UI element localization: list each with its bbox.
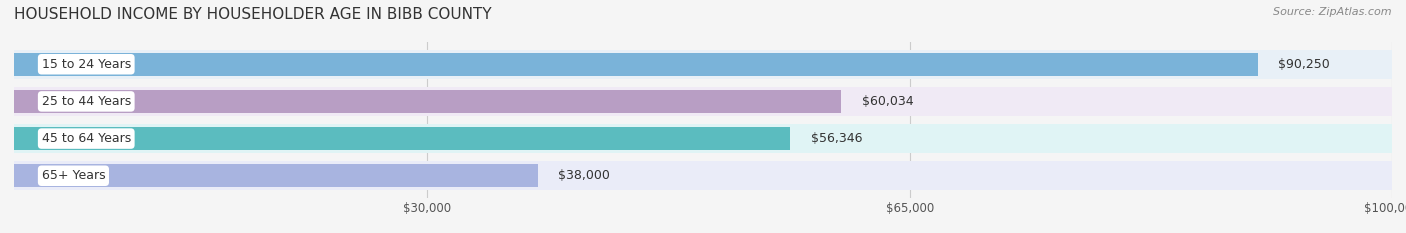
Text: $38,000: $38,000 <box>558 169 610 182</box>
Text: HOUSEHOLD INCOME BY HOUSEHOLDER AGE IN BIBB COUNTY: HOUSEHOLD INCOME BY HOUSEHOLDER AGE IN B… <box>14 7 492 22</box>
Bar <box>14 53 1257 76</box>
Bar <box>14 161 1392 190</box>
Text: $56,346: $56,346 <box>811 132 863 145</box>
Bar <box>14 87 1392 116</box>
Text: 45 to 64 Years: 45 to 64 Years <box>42 132 131 145</box>
Text: $60,034: $60,034 <box>862 95 914 108</box>
Bar <box>14 124 1392 153</box>
Text: Source: ZipAtlas.com: Source: ZipAtlas.com <box>1274 7 1392 17</box>
Bar <box>14 50 1392 79</box>
Text: 15 to 24 Years: 15 to 24 Years <box>42 58 131 71</box>
Text: 25 to 44 Years: 25 to 44 Years <box>42 95 131 108</box>
Text: $90,250: $90,250 <box>1278 58 1330 71</box>
Bar <box>14 164 537 187</box>
Bar <box>14 90 841 113</box>
Bar <box>14 127 790 150</box>
Text: 65+ Years: 65+ Years <box>42 169 105 182</box>
